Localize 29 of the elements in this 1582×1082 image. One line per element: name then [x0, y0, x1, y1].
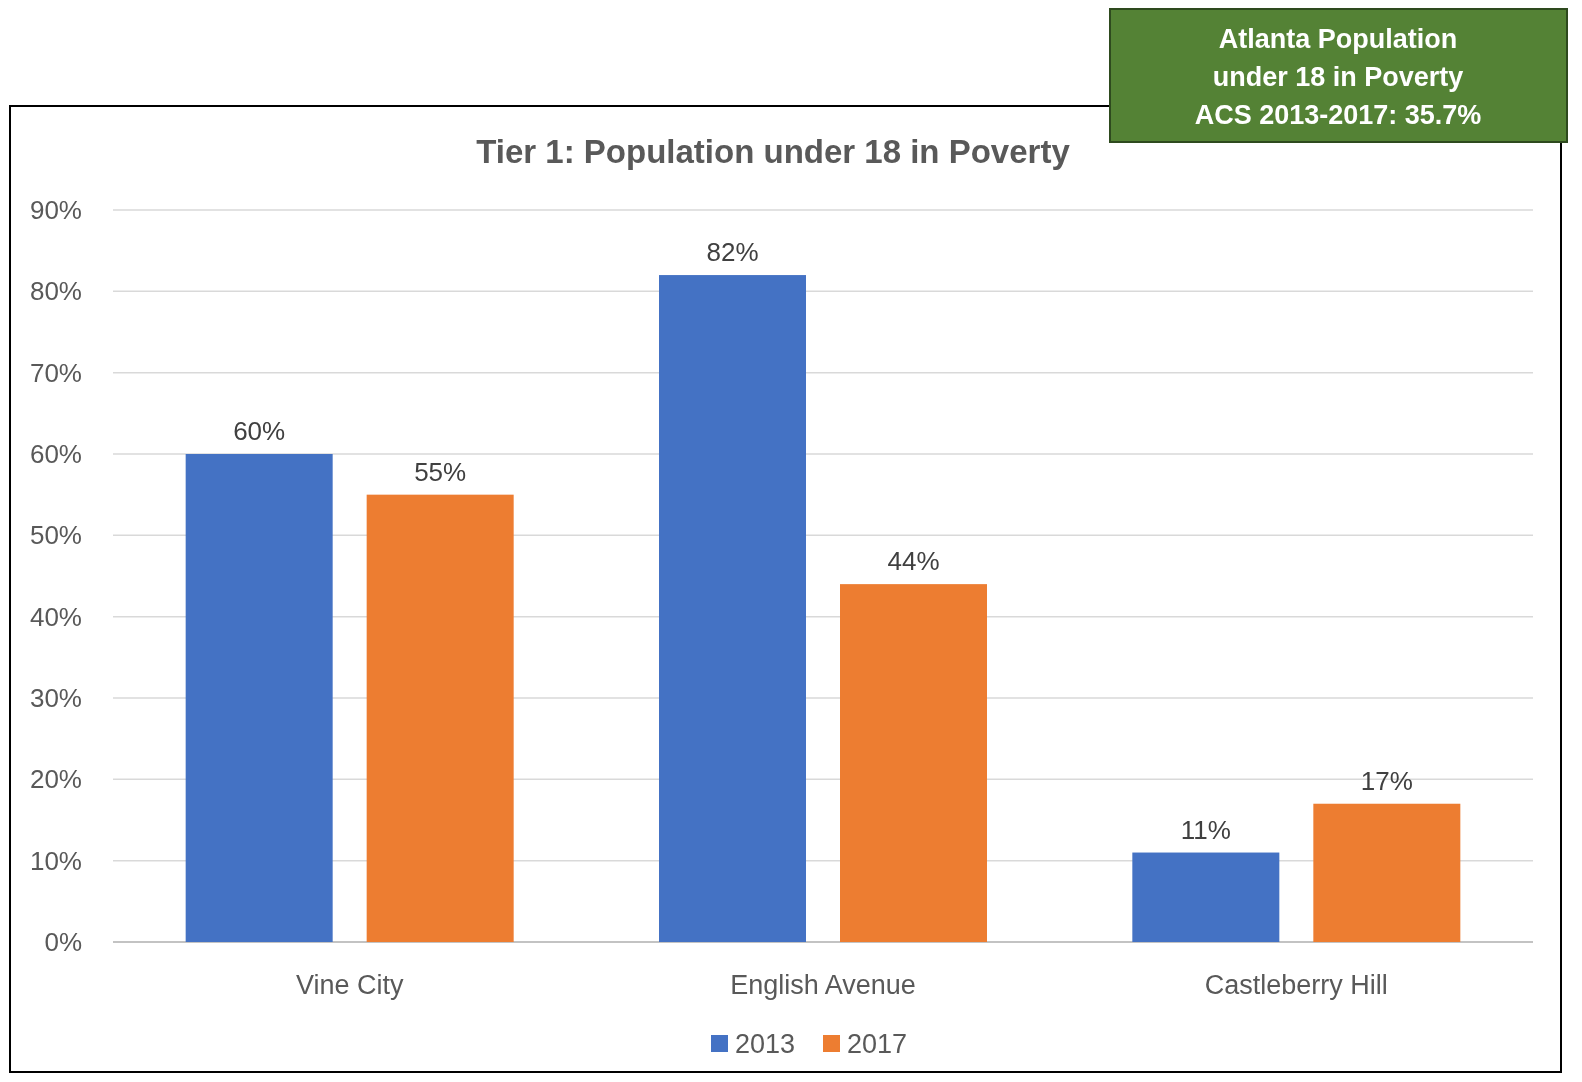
- bar: [366, 494, 514, 942]
- x-tick-label: English Avenue: [730, 970, 916, 1000]
- y-tick-label: 50%: [29, 520, 82, 551]
- y-tick-label: 20%: [29, 764, 82, 795]
- data-label: 55%: [414, 456, 467, 487]
- legend-label: 2013: [735, 1029, 796, 1060]
- bar: [185, 454, 333, 942]
- y-tick-label: 0%: [44, 927, 82, 958]
- y-tick-label: 70%: [29, 357, 82, 388]
- bar: [840, 584, 987, 942]
- data-label: 11%: [1180, 814, 1231, 845]
- text: Atlanta Population under 18 in Poverty ACS 2013-2017: 35.7%: [1194, 24, 1482, 131]
- bar: [1313, 803, 1461, 942]
- y-tick-label: 10%: [29, 845, 82, 876]
- data-label: 44%: [887, 546, 940, 577]
- y-tick-label: 90%: [29, 195, 82, 226]
- x-tick-label: Castleberry Hill: [1204, 970, 1388, 1000]
- bar: [659, 275, 806, 942]
- y-tick-label: 80%: [29, 276, 82, 307]
- bar: [1132, 852, 1280, 942]
- data-label: 60%: [233, 416, 286, 446]
- y-tick-label: 60%: [29, 439, 82, 470]
- chart-title: Tier 1: Population under 18 in Poverty: [476, 133, 1071, 170]
- y-tick-label: 30%: [29, 683, 82, 714]
- data-label: 17%: [1360, 765, 1413, 796]
- data-label: 82%: [706, 237, 759, 268]
- x-tick-label: Vine City: [295, 970, 404, 1000]
- y-tick-label: 40%: [29, 601, 82, 632]
- legend-label: 2017: [847, 1029, 908, 1060]
